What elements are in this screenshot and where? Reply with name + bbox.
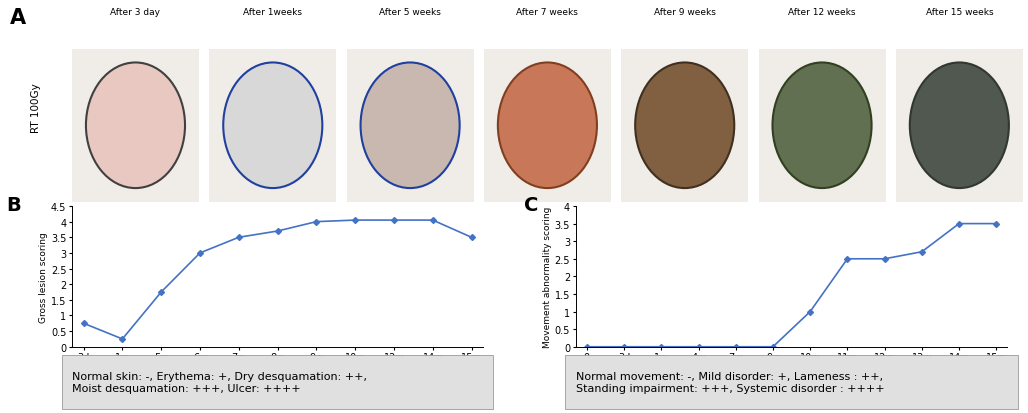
Text: After 9 weeks: After 9 weeks — [654, 8, 715, 17]
Text: After 12 weeks: After 12 weeks — [788, 8, 855, 17]
Text: C: C — [524, 195, 539, 214]
Text: After 7 weeks: After 7 weeks — [516, 8, 579, 17]
Ellipse shape — [635, 63, 734, 189]
Bar — [759, 50, 885, 202]
Ellipse shape — [223, 63, 323, 189]
Bar — [346, 50, 474, 202]
Ellipse shape — [772, 63, 872, 189]
Ellipse shape — [361, 63, 460, 189]
Bar — [895, 50, 1023, 202]
Y-axis label: Gross lesion scoring: Gross lesion scoring — [39, 231, 48, 322]
Text: After 5 weeks: After 5 weeks — [379, 8, 441, 17]
Ellipse shape — [498, 63, 597, 189]
Text: Normal movement: -, Mild disorder: +, Lameness : ++,
Standing impairment: +++, S: Normal movement: -, Mild disorder: +, La… — [576, 371, 884, 393]
Text: Normal skin: -, Erythema: +, Dry desquamation: ++,
Moist desquamation: +++, Ulce: Normal skin: -, Erythema: +, Dry desquam… — [72, 371, 367, 393]
Bar — [72, 50, 199, 202]
Text: After 3 day: After 3 day — [110, 8, 160, 17]
Ellipse shape — [910, 63, 1008, 189]
Text: RT 100Gy: RT 100Gy — [31, 83, 41, 132]
Text: After 1weeks: After 1weeks — [244, 8, 302, 17]
Text: B: B — [6, 195, 21, 214]
Text: After 15 weeks: After 15 weeks — [925, 8, 993, 17]
Y-axis label: Movement abnormality scoring: Movement abnormality scoring — [543, 206, 552, 347]
Bar — [210, 50, 336, 202]
Text: A: A — [10, 8, 27, 28]
Ellipse shape — [86, 63, 185, 189]
Bar — [621, 50, 748, 202]
Bar — [484, 50, 611, 202]
